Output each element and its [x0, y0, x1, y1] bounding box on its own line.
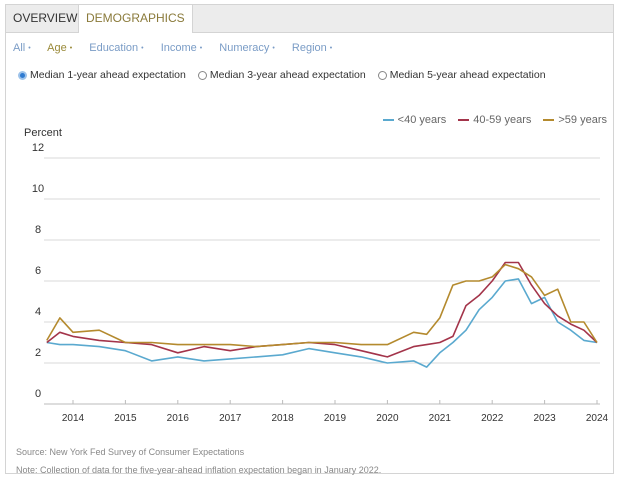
filter-income[interactable]: Income •: [161, 42, 203, 54]
source-note: Source: New York Fed Survey of Consumer …: [16, 447, 245, 457]
radio-1-year[interactable]: Median 1-year ahead expectation: [18, 69, 186, 81]
legend-item-over-59[interactable]: >59 years: [543, 114, 607, 126]
legend-swatch: [543, 119, 555, 122]
filter-age[interactable]: Age •: [47, 42, 72, 54]
filter-education[interactable]: Education •: [89, 42, 143, 54]
x-tick-label: 2016: [167, 413, 190, 424]
y-tick-label: 8: [35, 224, 41, 236]
x-tick-label: 2020: [376, 413, 399, 424]
footnote: Note: Collection of data for the five-ye…: [16, 465, 382, 475]
series-line-under-40: [46, 278, 598, 368]
filter-bar: All • Age • Education • Income • Numeracy • R…: [13, 42, 346, 54]
radio-label: Median 5-year ahead expectation: [389, 69, 546, 81]
dropdown-dot-icon: •: [329, 44, 333, 52]
dropdown-dot-icon: •: [69, 44, 73, 52]
series-line-over-59: [46, 263, 598, 348]
tab-bar: OVERVIEW DEMOGRAPHICS: [6, 5, 613, 33]
radio-unchecked-icon[interactable]: [197, 70, 207, 80]
x-tick-label: 2021: [429, 413, 452, 424]
y-tick-label: 2: [35, 347, 41, 359]
filter-label: All: [13, 42, 26, 54]
filter-label: Region: [291, 42, 327, 54]
tab-demographics[interactable]: DEMOGRAPHICS: [78, 5, 193, 33]
x-tick-label: 2018: [271, 413, 294, 424]
legend-label: >59 years: [558, 114, 607, 126]
dropdown-dot-icon: •: [199, 44, 203, 52]
y-tick-label: 0: [35, 388, 41, 400]
y-tick-label: 12: [32, 142, 44, 154]
dropdown-dot-icon: •: [28, 44, 31, 52]
dropdown-dot-icon: •: [141, 44, 144, 52]
y-tick-label: 10: [32, 183, 44, 195]
filter-label: Income: [160, 42, 197, 54]
x-tick-label: 2019: [324, 413, 347, 424]
chart-panel: OVERVIEW DEMOGRAPHICS All • Age • Educatio…: [5, 4, 614, 475]
x-tick-label: 2015: [114, 413, 137, 424]
tab-overview[interactable]: OVERVIEW: [13, 11, 78, 25]
y-axis-title: Percent: [24, 127, 62, 139]
radio-5-year[interactable]: Median 5-year ahead expectation: [377, 69, 546, 81]
x-tick-label: 2024: [586, 413, 609, 424]
x-tick-label: 2017: [219, 413, 242, 424]
x-tick-label: 2023: [533, 413, 556, 424]
legend-item-under-40[interactable]: <40 years: [382, 114, 447, 126]
legend-item-40-59[interactable]: 40-59 years: [458, 114, 531, 126]
filter-numeracy[interactable]: Numeracy •: [219, 42, 275, 54]
legend-swatch: [458, 119, 470, 122]
y-tick-label: 6: [35, 265, 41, 277]
legend-label: 40-59 years: [473, 114, 532, 126]
y-tick-label: 4: [35, 306, 41, 318]
legend: <40 years 40-59 years >59 years: [382, 114, 607, 126]
filter-region[interactable]: Region •: [292, 42, 332, 54]
radio-checked-icon[interactable]: [18, 70, 27, 80]
filter-all[interactable]: All •: [13, 42, 31, 54]
legend-label: <40 years: [397, 114, 447, 126]
filter-label: Age: [47, 42, 67, 54]
filter-label: Numeracy: [219, 42, 270, 54]
radio-label: Median 3-year ahead expectation: [209, 69, 366, 81]
radio-3-year[interactable]: Median 3-year ahead expectation: [197, 69, 366, 81]
x-tick-label: 2022: [481, 413, 504, 424]
horizon-radio-group: Median 1-year ahead expectation Median 3…: [18, 69, 546, 81]
legend-swatch: [382, 119, 394, 122]
series-line-40-59: [46, 261, 598, 358]
filter-label: Education: [89, 42, 139, 54]
dropdown-dot-icon: •: [272, 44, 275, 52]
x-tick-label: 2014: [62, 413, 85, 424]
radio-unchecked-icon[interactable]: [377, 70, 387, 80]
radio-label: Median 1-year ahead expectation: [30, 69, 186, 81]
